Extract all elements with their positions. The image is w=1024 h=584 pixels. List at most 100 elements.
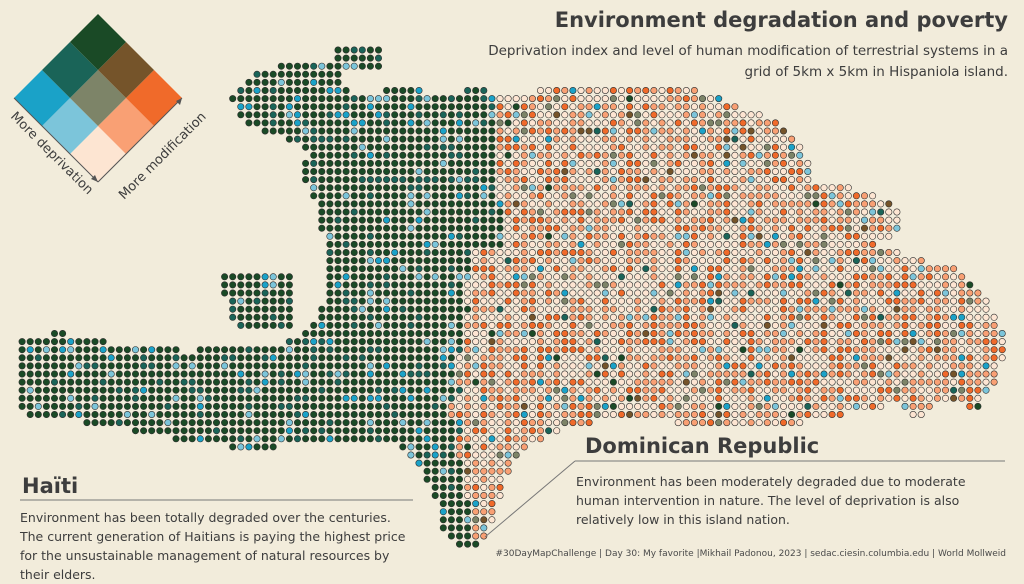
grid-cell-dot <box>707 394 715 402</box>
grid-cell-dot <box>472 273 480 281</box>
grid-cell-dot <box>261 87 269 95</box>
grid-cell-dot <box>423 208 431 216</box>
grid-cell-dot <box>431 329 439 337</box>
grid-cell-dot <box>423 451 431 459</box>
grid-cell-dot <box>391 184 399 192</box>
grid-cell-dot <box>626 168 634 176</box>
grid-cell-dot <box>731 176 739 184</box>
grid-cell-dot <box>204 410 212 418</box>
grid-cell-dot <box>731 103 739 111</box>
grid-cell-dot <box>164 427 172 435</box>
grid-cell-dot <box>577 410 585 418</box>
grid-cell-dot <box>480 281 488 289</box>
grid-cell-dot <box>804 216 812 224</box>
grid-cell-dot <box>67 378 75 386</box>
grid-cell-dot <box>326 240 334 248</box>
grid-cell-dot <box>237 111 245 119</box>
grid-cell-dot <box>237 281 245 289</box>
grid-cell-dot <box>634 192 642 200</box>
grid-cell-dot <box>310 435 318 443</box>
grid-cell-dot <box>860 240 868 248</box>
grid-cell-dot <box>407 386 415 394</box>
grid-cell-dot <box>763 338 771 346</box>
grid-cell-dot <box>715 111 723 119</box>
grid-cell-dot <box>391 224 399 232</box>
grid-cell-dot <box>634 249 642 257</box>
grid-cell-dot <box>464 329 472 337</box>
grid-cell-dot <box>358 224 366 232</box>
grid-cell-dot <box>577 249 585 257</box>
grid-cell-dot <box>844 249 852 257</box>
grid-cell-dot <box>682 159 690 167</box>
grid-cell-dot <box>391 119 399 127</box>
grid-cell-dot <box>707 135 715 143</box>
grid-cell-dot <box>472 111 480 119</box>
grid-cell-dot <box>609 127 617 135</box>
grid-cell-dot <box>285 70 293 78</box>
grid-cell-dot <box>504 419 512 427</box>
grid-cell-dot <box>213 435 221 443</box>
grid-cell-dot <box>221 346 229 354</box>
grid-cell-dot <box>658 346 666 354</box>
grid-cell-dot <box>650 176 658 184</box>
grid-cell-dot <box>796 273 804 281</box>
grid-cell-dot <box>269 378 277 386</box>
grid-cell-dot <box>407 305 415 313</box>
grid-cell-dot <box>464 370 472 378</box>
grid-cell-dot <box>245 362 253 370</box>
grid-cell-dot <box>472 151 480 159</box>
grid-cell-dot <box>115 362 123 370</box>
grid-cell-dot <box>682 346 690 354</box>
grid-cell-dot <box>374 370 382 378</box>
grid-cell-dot <box>545 394 553 402</box>
grid-cell-dot <box>650 151 658 159</box>
grid-cell-dot <box>577 95 585 103</box>
grid-cell-dot <box>261 313 269 321</box>
grid-cell-dot <box>577 87 585 95</box>
grid-cell-dot <box>374 394 382 402</box>
grid-cell-dot <box>472 119 480 127</box>
grid-cell-dot <box>512 281 520 289</box>
grid-cell-dot <box>293 87 301 95</box>
grid-cell-dot <box>91 402 99 410</box>
grid-cell-dot <box>342 257 350 265</box>
grid-cell-dot <box>455 305 463 313</box>
grid-cell-dot <box>83 338 91 346</box>
grid-cell-dot <box>755 338 763 346</box>
grid-cell-dot <box>431 240 439 248</box>
grid-cell-dot <box>342 143 350 151</box>
grid-cell-dot <box>634 386 642 394</box>
grid-cell-dot <box>634 321 642 329</box>
grid-cell-dot <box>488 329 496 337</box>
grid-cell-dot <box>496 216 504 224</box>
grid-cell-dot <box>650 338 658 346</box>
grid-cell-dot <box>577 419 585 427</box>
grid-cell-dot <box>909 297 917 305</box>
grid-cell-dot <box>75 362 83 370</box>
grid-cell-dot <box>464 265 472 273</box>
grid-cell-dot <box>334 370 342 378</box>
grid-cell-dot <box>561 313 569 321</box>
grid-cell-dot <box>779 362 787 370</box>
grid-cell-dot <box>860 305 868 313</box>
grid-cell-dot <box>253 119 261 127</box>
grid-cell-dot <box>504 119 512 127</box>
grid-cell-dot <box>107 370 115 378</box>
grid-cell-dot <box>277 313 285 321</box>
grid-cell-dot <box>545 216 553 224</box>
grid-cell-dot <box>536 329 544 337</box>
grid-cell-dot <box>415 111 423 119</box>
grid-cell-dot <box>245 419 253 427</box>
grid-cell-dot <box>715 281 723 289</box>
grid-cell-dot <box>779 192 787 200</box>
grid-cell-dot <box>512 192 520 200</box>
grid-cell-dot <box>933 346 941 354</box>
grid-cell-dot <box>877 224 885 232</box>
grid-cell-dot <box>99 394 107 402</box>
grid-cell-dot <box>342 216 350 224</box>
grid-cell-dot <box>245 402 253 410</box>
grid-cell-dot <box>512 232 520 240</box>
grid-cell-dot <box>350 143 358 151</box>
grid-cell-dot <box>383 232 391 240</box>
grid-cell-dot <box>788 273 796 281</box>
